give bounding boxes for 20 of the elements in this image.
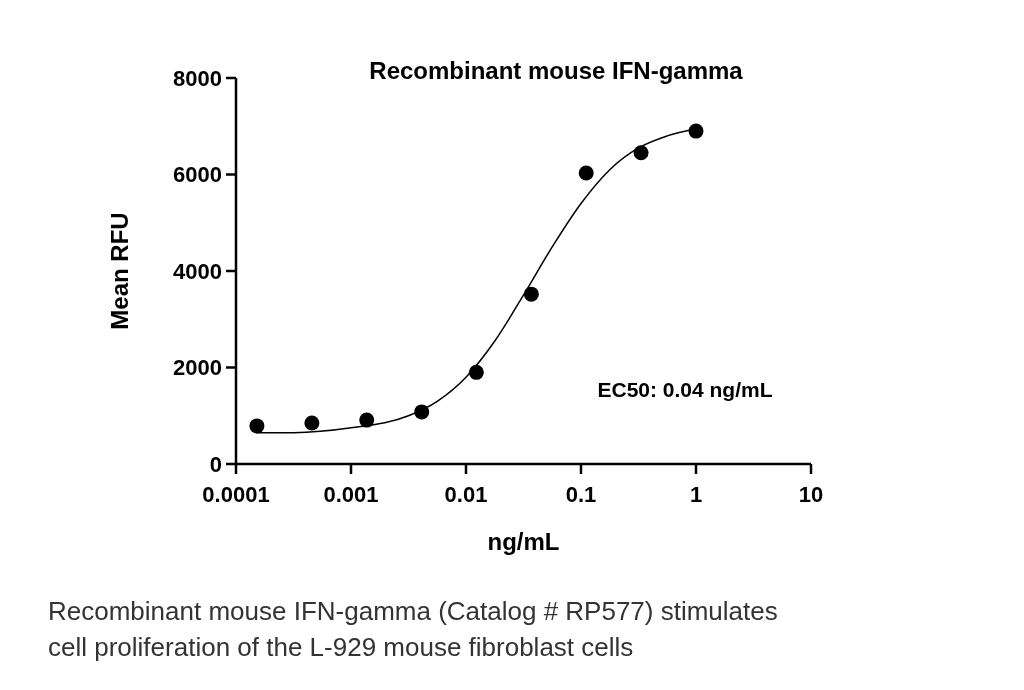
point	[304, 415, 320, 431]
point	[249, 418, 265, 434]
text: Recombinant mouse IFN-gamma (Catalog # RP577) stimulates cell proliferation of the L-929 mouse fibroblast cells	[48, 596, 778, 662]
x-tick-label: 10	[798, 482, 824, 507]
y-tick-label: 2000	[173, 355, 222, 381]
y-tick-label: 0	[209, 451, 222, 477]
y-tick-label: 4000	[173, 258, 222, 284]
annotation: EC50: 0.04 ng/mL	[597, 378, 773, 401]
x-tick-label: 0.01	[444, 482, 488, 507]
chart-title: Recombinant mouse IFN-gamma	[369, 57, 744, 84]
x-axis-title: ng/mL	[487, 528, 560, 555]
point	[578, 165, 594, 181]
y-axis-title: Mean RFU	[106, 212, 133, 330]
x-tick-label: 1	[689, 482, 703, 507]
x-tick-label: 0.1	[565, 482, 597, 507]
y-tick-label: 8000	[173, 65, 222, 91]
y-tick-label: 6000	[173, 162, 222, 188]
x-tick-label: 0.0001	[202, 482, 270, 507]
x-tick-label: 0.001	[323, 482, 379, 507]
point	[523, 286, 539, 302]
